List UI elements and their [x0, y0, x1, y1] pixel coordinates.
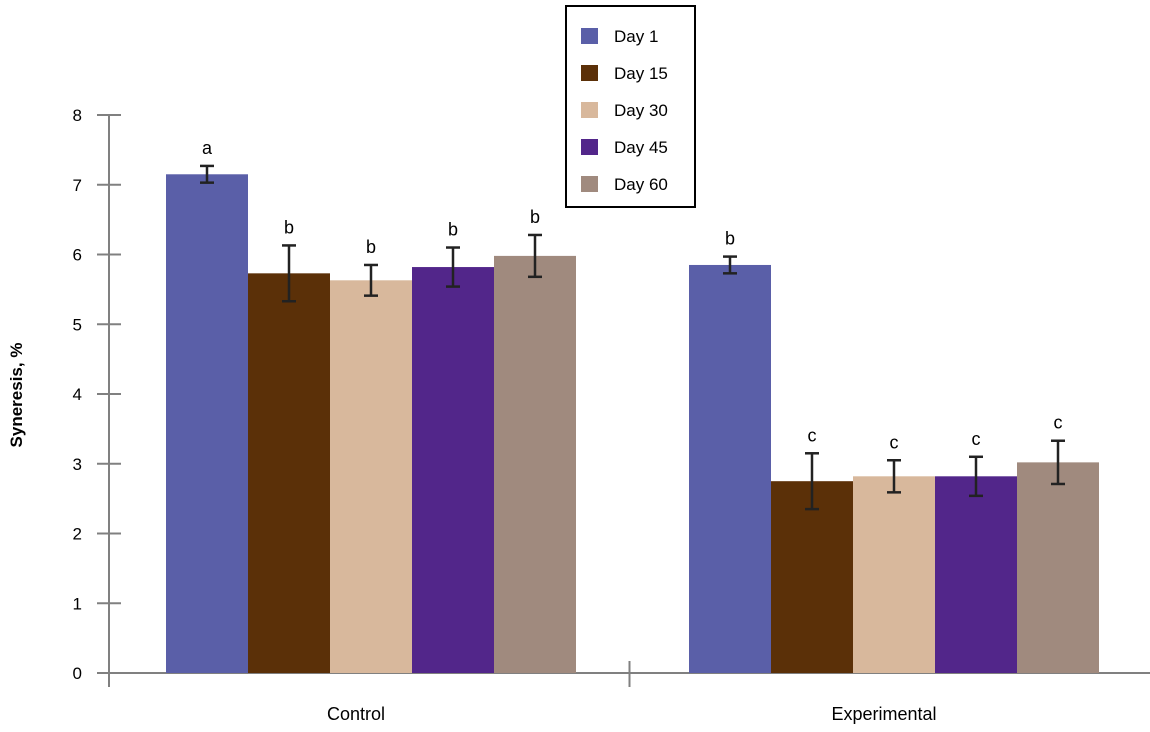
bar — [166, 174, 248, 673]
y-tick-label: 6 — [73, 246, 82, 265]
bar — [771, 481, 853, 673]
bar — [330, 280, 412, 673]
y-tick-label: 0 — [73, 664, 82, 683]
significance-label: c — [972, 429, 981, 449]
y-tick-label: 2 — [73, 525, 82, 544]
legend-label: Day 1 — [614, 27, 658, 46]
legend-label: Day 15 — [614, 64, 668, 83]
bars — [166, 174, 1099, 673]
significance-label: b — [725, 229, 735, 249]
y-tick-label: 5 — [73, 315, 82, 334]
legend-swatch — [581, 28, 598, 44]
legend-swatch — [581, 65, 598, 81]
legend-label: Day 45 — [614, 138, 668, 157]
legend-swatch — [581, 139, 598, 155]
bar — [853, 476, 935, 673]
legend-swatch — [581, 102, 598, 118]
significance-labels: a b b c b c b c b c — [202, 138, 1063, 452]
bar — [494, 255, 576, 673]
significance-label: c — [1054, 413, 1063, 433]
significance-label: b — [530, 207, 540, 227]
significance-label: b — [284, 217, 294, 237]
legend: Day 1 Day 15 Day 30 Day 45 Day 60 — [565, 5, 696, 208]
bar — [1017, 462, 1099, 673]
y-tick-label: 1 — [73, 594, 82, 613]
y-tick-label: 7 — [73, 176, 82, 195]
y-tick-label: 8 — [73, 106, 82, 125]
significance-label: a — [202, 138, 213, 158]
bar — [412, 267, 494, 673]
significance-label: b — [448, 220, 458, 240]
x-tick-label: Control — [327, 704, 385, 724]
error-bars — [200, 164, 1065, 511]
x-tick-label: Experimental — [831, 704, 936, 724]
bar — [248, 273, 330, 673]
legend-swatch — [581, 176, 598, 192]
y-axis-label: Syneresis, % — [7, 343, 26, 448]
bar — [689, 264, 771, 673]
y-tick-label: 3 — [73, 455, 82, 474]
legend-label: Day 60 — [614, 175, 668, 194]
legend-label: Day 30 — [614, 101, 668, 120]
significance-label: c — [808, 425, 817, 445]
significance-label: c — [890, 432, 899, 452]
y-tick-label: 4 — [73, 385, 82, 404]
significance-label: b — [366, 237, 376, 257]
bar — [935, 476, 1017, 673]
